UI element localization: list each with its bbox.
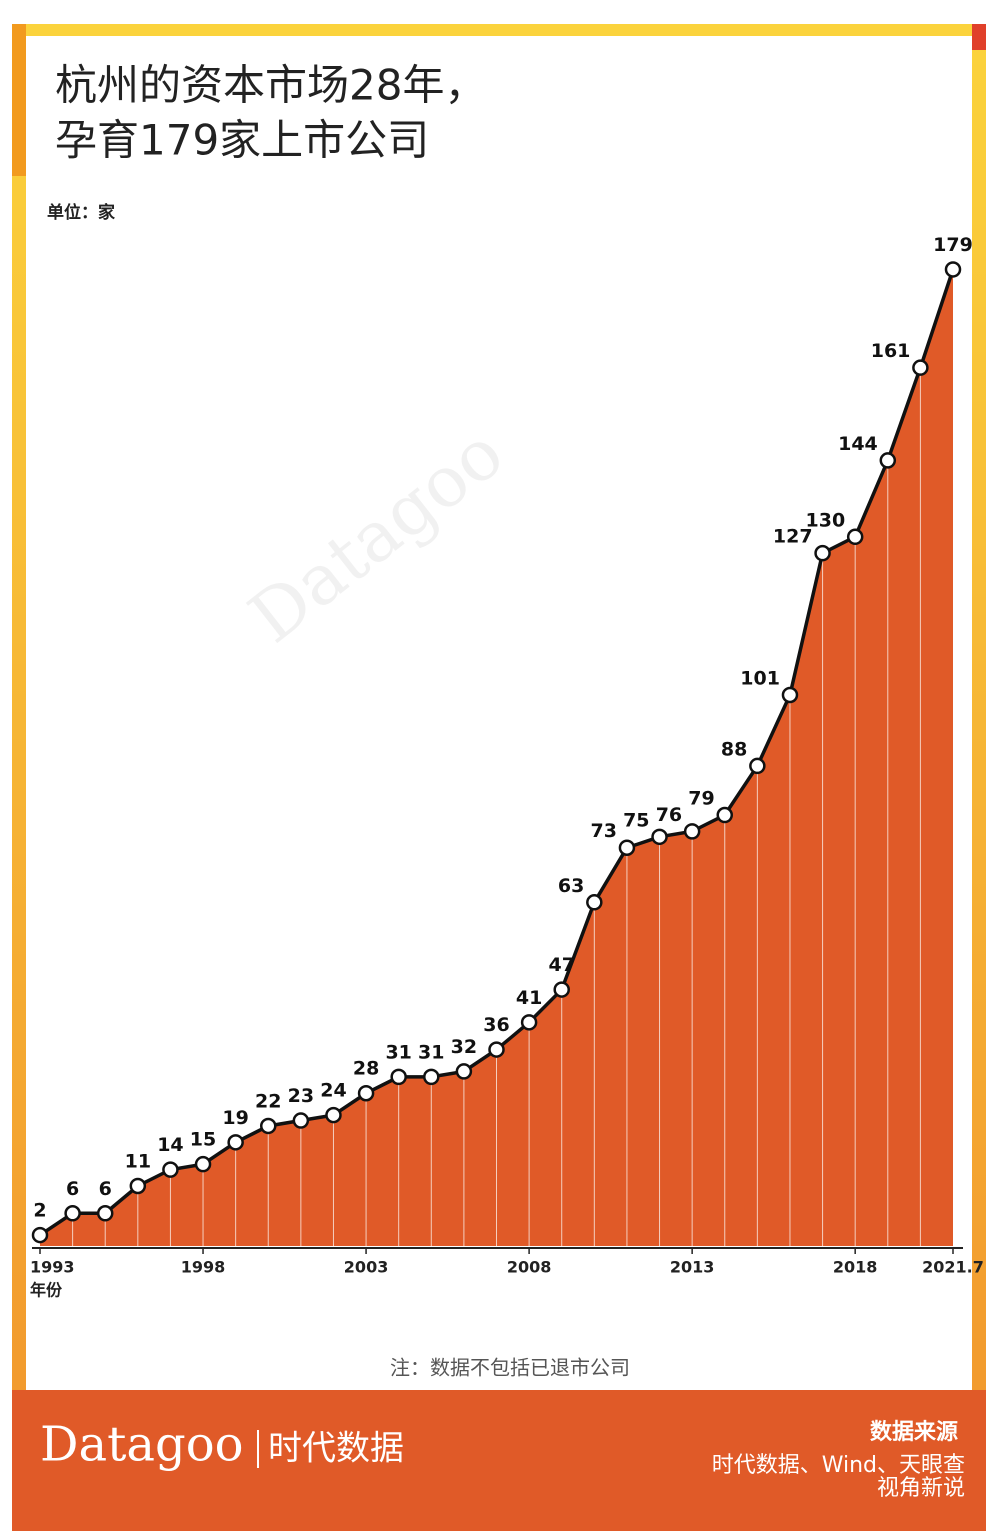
brand-cn: 时代数据 <box>268 1429 404 1469</box>
point <box>553 981 570 998</box>
point <box>423 1068 440 1086</box>
point <box>618 839 636 856</box>
data-label: 161 <box>871 340 911 362</box>
x-tick-label: 2021.7 <box>922 1258 984 1277</box>
data-label: 2 <box>33 1200 46 1222</box>
data-label: 28 <box>353 1058 379 1080</box>
point <box>749 757 766 775</box>
data-label: 15 <box>190 1129 216 1151</box>
point <box>357 1084 375 1102</box>
point <box>194 1155 212 1173</box>
point <box>912 359 929 376</box>
x-tick-label: 2003 <box>344 1258 389 1277</box>
point <box>683 823 701 840</box>
point <box>520 1014 538 1031</box>
corner-watermark: 视角新说 <box>877 1476 965 1501</box>
x-tick-label: 2018 <box>833 1258 878 1277</box>
data-label: 79 <box>688 788 714 810</box>
data-label: 6 <box>99 1178 112 1200</box>
data-label: 14 <box>157 1134 183 1156</box>
point <box>260 1117 277 1135</box>
data-label: 47 <box>548 954 574 976</box>
data-label: 22 <box>255 1090 281 1112</box>
point <box>31 1226 49 1244</box>
data-label: 31 <box>418 1041 444 1063</box>
x-tick-label: 1993 <box>30 1258 75 1277</box>
title-line: 杭州的资本市场28年， <box>55 61 486 110</box>
data-label: 76 <box>656 804 682 826</box>
right-border <box>972 24 986 1404</box>
data-label: 144 <box>838 433 878 455</box>
sources: 时代数据、Wind、天眼查 <box>712 1453 965 1478</box>
point <box>846 528 864 546</box>
left-accent <box>12 24 26 176</box>
point <box>96 1205 114 1222</box>
data-label: 63 <box>558 875 584 897</box>
data-label: 101 <box>740 667 780 689</box>
data-label: 36 <box>483 1014 509 1036</box>
right-accent <box>972 24 986 50</box>
point <box>227 1134 244 1151</box>
data-label: 130 <box>806 509 846 531</box>
top-border <box>26 24 972 36</box>
data-label: 23 <box>288 1085 314 1107</box>
point <box>455 1063 473 1080</box>
point <box>129 1177 147 1195</box>
point <box>325 1106 342 1124</box>
data-label: 75 <box>623 809 649 831</box>
data-label: 31 <box>385 1041 411 1063</box>
data-label: 179 <box>933 234 973 256</box>
point <box>651 828 668 846</box>
unit-label: 单位：家 <box>47 202 115 223</box>
point <box>586 894 603 911</box>
source-title: 数据来源 <box>870 1419 958 1445</box>
note: 注：数据不包括已退市公司 <box>390 1356 630 1380</box>
footer-band <box>12 1390 986 1531</box>
point <box>716 806 733 824</box>
title-line: 孕育179家上市公司 <box>55 116 429 165</box>
x-tick-label: 2008 <box>507 1258 552 1277</box>
point <box>944 261 962 278</box>
point <box>162 1161 179 1178</box>
data-label: 19 <box>222 1107 248 1129</box>
data-label: 41 <box>516 987 542 1009</box>
point <box>390 1068 407 1086</box>
data-label: 32 <box>451 1036 477 1058</box>
x-axis-label: 年份 <box>30 1281 63 1300</box>
point <box>781 686 799 704</box>
data-label: 73 <box>590 820 616 842</box>
left-border <box>12 24 26 1404</box>
data-label: 6 <box>66 1178 79 1200</box>
data-label: 11 <box>125 1150 151 1172</box>
data-label: 24 <box>320 1080 346 1102</box>
point <box>64 1205 81 1222</box>
data-label: 88 <box>721 738 747 760</box>
watermark: Datagoo <box>234 412 518 659</box>
point <box>814 544 831 562</box>
point <box>292 1112 310 1129</box>
x-tick-label: 2013 <box>670 1258 715 1277</box>
data-label: 127 <box>773 526 813 548</box>
point <box>879 452 897 469</box>
point <box>488 1041 505 1058</box>
brand: Datagoo <box>40 1417 244 1473</box>
x-tick-label: 1998 <box>181 1258 226 1277</box>
